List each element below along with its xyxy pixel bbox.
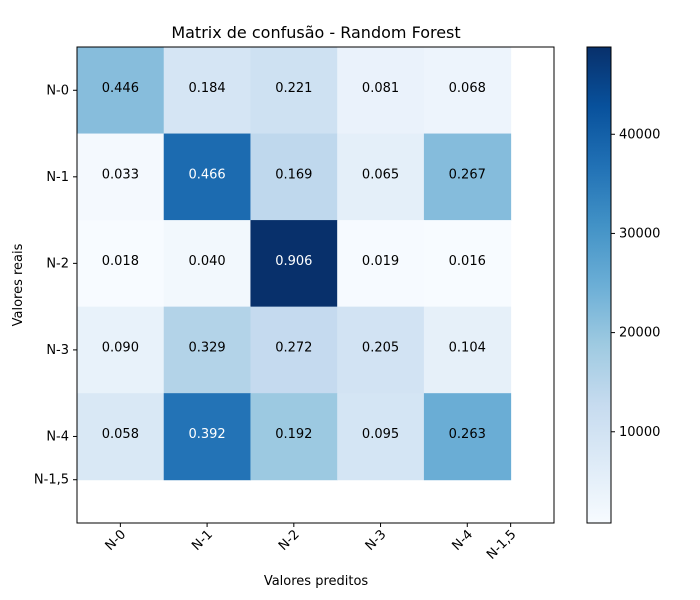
colorbar-tick-label: 10000 (619, 425, 660, 440)
x-tick-label: N-2 (276, 527, 303, 554)
colorbar (586, 46, 612, 524)
cell-value-label: 0.205 (362, 340, 399, 355)
plot-frame (76, 46, 555, 524)
y-tick-label: N-3 (46, 343, 69, 358)
heatmap-cell (77, 47, 165, 135)
colorbar-ticks: 10000 20000 30000 40000 (611, 127, 660, 440)
colorbar-tick-label: 20000 (619, 326, 660, 341)
heatmap-cell-labels: 0.446 0.184 0.221 0.081 0.068 0.033 0.466 0.169… (102, 81, 486, 442)
heatmap-cell (250, 220, 338, 308)
x-tick-label: N-1,5 (484, 527, 519, 562)
cell-value-label: 0.329 (188, 340, 225, 355)
x-tick-label: N-4 (449, 527, 476, 554)
heatmap-cell (77, 133, 165, 221)
x-axis-ticks: N-0 N-1 N-2 N-3 N-4 N-1,5 (103, 523, 519, 563)
y-tick-label: N-4 (46, 429, 69, 444)
x-tick-label: N-0 (103, 527, 130, 554)
cell-value-label: 0.016 (449, 254, 486, 269)
cell-value-label: 0.263 (449, 427, 486, 442)
cell-value-label: 0.446 (102, 81, 139, 96)
colorbar-tick-label: 30000 (619, 226, 660, 241)
cell-value-label: 0.184 (188, 81, 225, 96)
heatmap-cell (423, 393, 512, 481)
cell-value-label: 0.392 (188, 427, 225, 442)
cell-value-label: 0.081 (362, 81, 399, 96)
heatmap-cell (423, 47, 512, 135)
heatmap-cell (250, 47, 338, 135)
cell-value-label: 0.095 (362, 427, 399, 442)
heatmap-cell (337, 393, 425, 481)
heatmap-cell (163, 393, 251, 481)
cell-value-label: 0.090 (102, 340, 139, 355)
heatmap-cell (163, 306, 251, 394)
x-tick-label: N-1 (189, 527, 216, 554)
cell-value-label: 0.221 (275, 81, 312, 96)
cell-value-label: 0.040 (188, 254, 225, 269)
heatmap-cell (77, 306, 165, 394)
heatmap-cell (337, 220, 425, 308)
heatmap-cell (423, 306, 512, 394)
y-tick-label: N-0 (46, 83, 69, 98)
y-tick-label: N-2 (46, 256, 69, 271)
heatmap-cell (77, 220, 165, 308)
colorbar-tick-label: 40000 (619, 127, 660, 142)
cell-value-label: 0.065 (362, 167, 399, 182)
heatmap-cell (250, 306, 338, 394)
cell-value-label: 0.192 (275, 427, 312, 442)
heatmap-cell (163, 47, 251, 135)
cell-value-label: 0.267 (449, 167, 486, 182)
y-axis-ticks: N-0 N-1 N-2 N-3 N-4 N-1,5 (34, 83, 77, 488)
cell-value-label: 0.033 (102, 167, 139, 182)
heatmap-cell (423, 133, 512, 221)
heatmap-cell (337, 133, 425, 221)
chart-title: Matrix de confusão - Random Forest (171, 23, 460, 42)
x-axis-label: Valores preditos (264, 574, 369, 589)
heatmap-cell (163, 220, 251, 308)
heatmap-cell (250, 393, 338, 481)
cell-value-label: 0.906 (275, 254, 312, 269)
y-tick-label: N-1,5 (34, 473, 69, 488)
cell-value-label: 0.466 (188, 167, 225, 182)
heatmap-cell (337, 47, 425, 135)
y-tick-label: N-1 (46, 170, 69, 185)
cell-value-label: 0.104 (449, 340, 486, 355)
y-axis-label: Valores reais (11, 243, 26, 326)
cell-value-label: 0.068 (449, 81, 486, 96)
cell-value-label: 0.272 (275, 340, 312, 355)
heatmap-cell (250, 133, 338, 221)
heatmap-cells (77, 47, 512, 481)
heatmap-cell (337, 306, 425, 394)
cell-value-label: 0.019 (362, 254, 399, 269)
cell-value-label: 0.058 (102, 427, 139, 442)
cell-value-label: 0.169 (275, 167, 312, 182)
heatmap-cell (163, 133, 251, 221)
x-tick-label: N-3 (363, 527, 390, 554)
heatmap-cell (77, 393, 165, 481)
cell-value-label: 0.018 (102, 254, 139, 269)
heatmap-cell (423, 220, 512, 308)
